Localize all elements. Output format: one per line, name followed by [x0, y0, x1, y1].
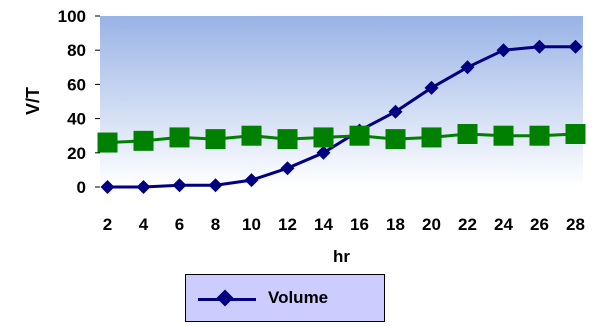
x-tick-label: 20	[422, 215, 441, 234]
x-tick-label: 16	[350, 215, 369, 234]
data-point-square	[565, 123, 586, 144]
x-tick-label: 12	[278, 215, 297, 234]
data-point-square	[493, 125, 514, 146]
x-tick-label: 24	[494, 215, 513, 234]
x-tick-label: 2	[103, 215, 112, 234]
data-point-diamond	[568, 39, 583, 54]
data-point-diamond	[496, 43, 511, 58]
data-point-diamond	[280, 161, 295, 176]
x-tick-label: 14	[314, 215, 333, 234]
data-point-square	[349, 125, 370, 146]
data-point-diamond	[532, 39, 547, 54]
data-point-square	[457, 123, 478, 144]
x-tick-label: 22	[458, 215, 477, 234]
data-point-diamond	[208, 178, 223, 193]
data-point-diamond	[100, 180, 115, 194]
legend: Volume	[185, 274, 385, 322]
series-0	[100, 39, 583, 194]
data-point-square	[277, 129, 298, 150]
x-tick-label: 6	[175, 215, 184, 234]
x-tick-label: 10	[242, 215, 261, 234]
series-1	[97, 123, 586, 153]
data-point-square	[421, 127, 442, 148]
x-tick-label: 18	[386, 215, 405, 234]
data-point-square	[133, 130, 154, 151]
x-tick-label: 26	[530, 215, 549, 234]
x-axis-title: hr	[333, 247, 350, 266]
data-point-square	[313, 127, 334, 148]
y-axis: 0 20 40 60 80 100	[58, 7, 100, 197]
x-tick-label: 28	[566, 215, 585, 234]
data-point-diamond	[244, 173, 259, 188]
y-tick-label: 60	[67, 75, 86, 94]
data-point-diamond	[424, 80, 439, 95]
data-point-diamond	[172, 178, 187, 193]
data-point-diamond	[388, 104, 403, 119]
y-tick-label: 0	[77, 178, 86, 197]
data-point-square	[385, 129, 406, 150]
data-point-square	[169, 127, 190, 148]
y-tick-label: 20	[67, 144, 86, 163]
y-tick-label: 80	[67, 41, 86, 60]
y-tick-label: 40	[67, 110, 86, 129]
x-axis: 2 4 6 8 10 12 14 16 18 20 22 24 26 28	[103, 215, 585, 234]
data-point-diamond	[316, 145, 331, 160]
legend-label-volume: Volume	[268, 288, 329, 307]
data-point-square	[241, 125, 262, 146]
legend-diamond-marker	[216, 289, 234, 307]
data-point-square	[529, 125, 550, 146]
x-tick-label: 4	[139, 215, 149, 234]
data-point-square	[205, 129, 226, 150]
data-point-diamond	[460, 60, 475, 75]
y-tick-label: 100	[58, 7, 86, 26]
data-point-diamond	[136, 180, 151, 194]
x-tick-label: 8	[211, 215, 220, 234]
data-point-square	[97, 132, 118, 153]
y-axis-title: V/T	[23, 87, 43, 115]
series-group	[97, 39, 586, 194]
plot-area	[100, 16, 583, 187]
